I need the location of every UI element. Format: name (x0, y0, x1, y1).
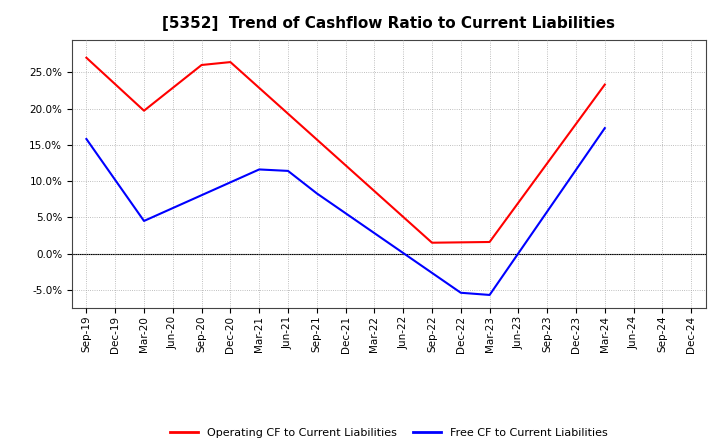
Legend: Operating CF to Current Liabilities, Free CF to Current Liabilities: Operating CF to Current Liabilities, Fre… (166, 423, 612, 440)
Title: [5352]  Trend of Cashflow Ratio to Current Liabilities: [5352] Trend of Cashflow Ratio to Curren… (162, 16, 616, 32)
